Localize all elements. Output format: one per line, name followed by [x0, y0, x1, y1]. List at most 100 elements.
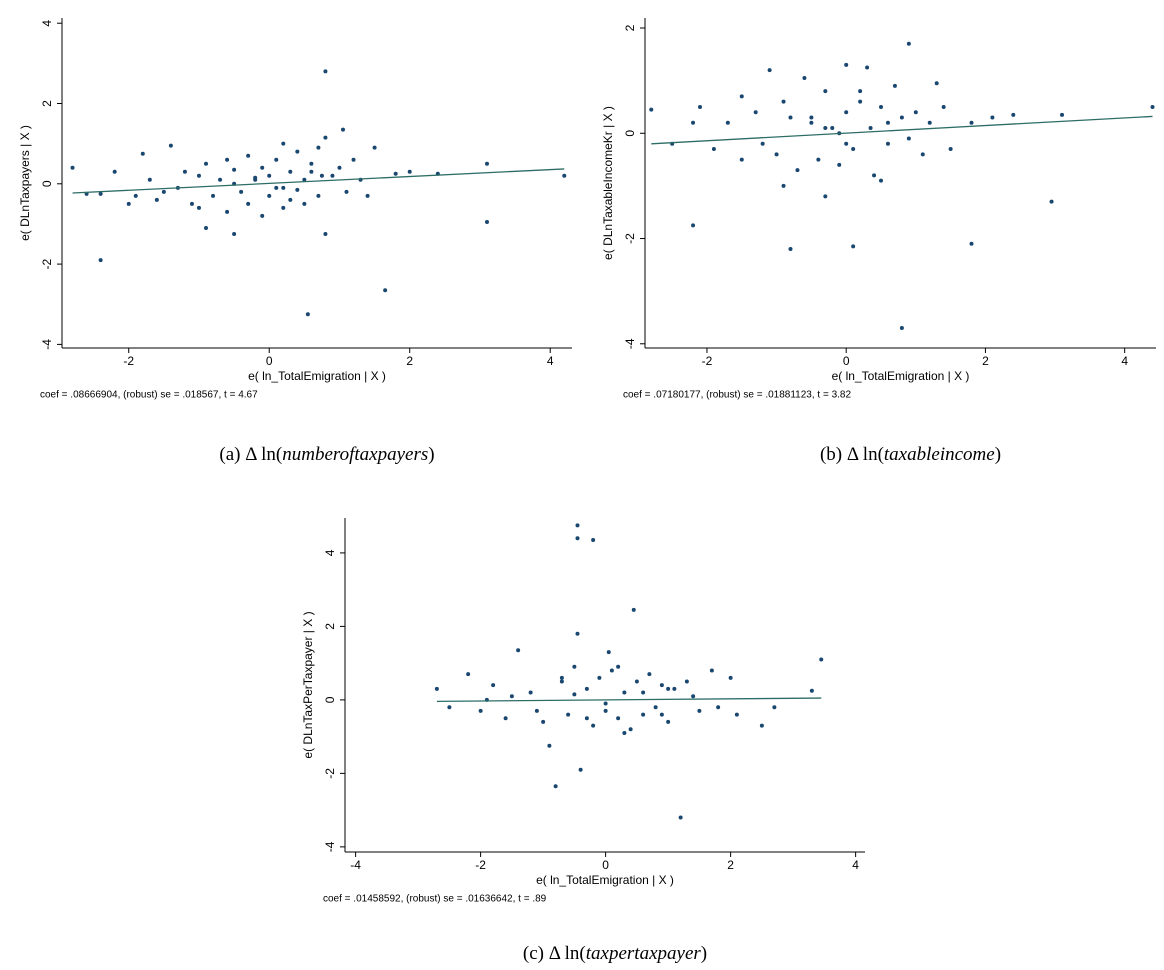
point — [892, 83, 897, 88]
x-tick-label: 4 — [547, 354, 554, 368]
point — [851, 147, 856, 152]
caption-part: (a) Δ ln( — [219, 444, 282, 465]
caption-part: ) — [995, 444, 1001, 465]
point — [725, 120, 730, 125]
caption: (a) Δ ln(numberoftaxpayers) — [219, 444, 434, 465]
point — [920, 152, 925, 157]
point — [509, 694, 514, 699]
point — [295, 187, 300, 192]
point — [340, 127, 345, 132]
point — [666, 686, 671, 691]
point — [653, 705, 658, 710]
point — [969, 241, 974, 246]
point — [478, 708, 483, 713]
point — [337, 165, 342, 170]
point — [566, 712, 571, 717]
point — [344, 189, 349, 194]
point — [941, 104, 946, 109]
point — [691, 223, 696, 228]
point — [816, 157, 821, 162]
point — [553, 784, 558, 789]
point — [246, 153, 251, 158]
point — [572, 692, 577, 697]
point — [684, 679, 689, 684]
y-tick-label: -4 — [623, 338, 637, 349]
point — [647, 672, 652, 677]
point — [649, 107, 654, 112]
point — [906, 41, 911, 46]
point — [434, 686, 439, 691]
point — [858, 99, 863, 104]
y-tick-label: 4 — [40, 20, 54, 27]
point — [112, 169, 117, 174]
caption-part: (c) Δ ln( — [523, 943, 586, 964]
x-axis-title: e( ln_TotalEmigration | X ) — [536, 873, 674, 887]
point — [528, 690, 533, 695]
point — [204, 225, 209, 230]
point — [666, 719, 671, 724]
y-axis-title: e( DLnTaxpayers | X ) — [18, 125, 32, 241]
point — [274, 185, 279, 190]
point — [316, 145, 321, 150]
point — [781, 99, 786, 104]
point — [584, 716, 589, 721]
point — [711, 147, 716, 152]
point — [559, 675, 564, 680]
point — [447, 705, 452, 710]
point — [759, 723, 764, 728]
point — [691, 694, 696, 699]
point — [189, 201, 194, 206]
point — [844, 141, 849, 146]
note: coef = .01458592, (robust) se = .0163664… — [323, 894, 547, 905]
y-tick-label: 0 — [40, 180, 54, 187]
x-tick-label: -2 — [475, 858, 486, 872]
point — [154, 197, 159, 202]
point — [774, 152, 779, 157]
point — [407, 169, 412, 174]
point — [260, 213, 265, 218]
point — [516, 648, 521, 653]
point — [634, 679, 639, 684]
point — [795, 168, 800, 173]
point — [716, 705, 721, 710]
y-tick-label: 2 — [40, 100, 54, 107]
point — [781, 183, 786, 188]
point — [305, 312, 310, 317]
y-tick-label: -4 — [323, 841, 337, 852]
point — [575, 523, 580, 528]
fit-line — [436, 697, 822, 703]
point — [267, 173, 272, 178]
point — [788, 247, 793, 252]
point — [584, 686, 589, 691]
point — [837, 162, 842, 167]
y-axis-title: e( DLnTaxableIncomeKr | X ) — [601, 106, 615, 260]
point — [823, 194, 828, 199]
point — [819, 657, 824, 662]
point — [760, 141, 765, 146]
point — [899, 115, 904, 120]
point — [641, 712, 646, 717]
x-tick-label: -2 — [123, 354, 134, 368]
caption-part: numberoftaxpayers — [282, 444, 428, 465]
x-tick-label: 0 — [602, 858, 609, 872]
point — [728, 675, 733, 680]
point — [559, 679, 564, 684]
point — [616, 664, 621, 669]
point — [295, 149, 300, 154]
point — [879, 178, 884, 183]
point — [204, 161, 209, 166]
point — [323, 69, 328, 74]
point — [948, 147, 953, 152]
x-tick-label: 4 — [1121, 354, 1128, 368]
note: coef = .07180177, (robust) se = .0188112… — [623, 390, 851, 401]
point — [98, 258, 103, 263]
point — [678, 815, 683, 820]
y-axis-title: e( DLnTaxPerTaxpayer | X ) — [301, 611, 315, 758]
y-tick-label: 0 — [623, 130, 637, 137]
point — [603, 701, 608, 706]
point — [823, 89, 828, 94]
point — [906, 136, 911, 141]
point — [323, 135, 328, 140]
point — [575, 536, 580, 541]
